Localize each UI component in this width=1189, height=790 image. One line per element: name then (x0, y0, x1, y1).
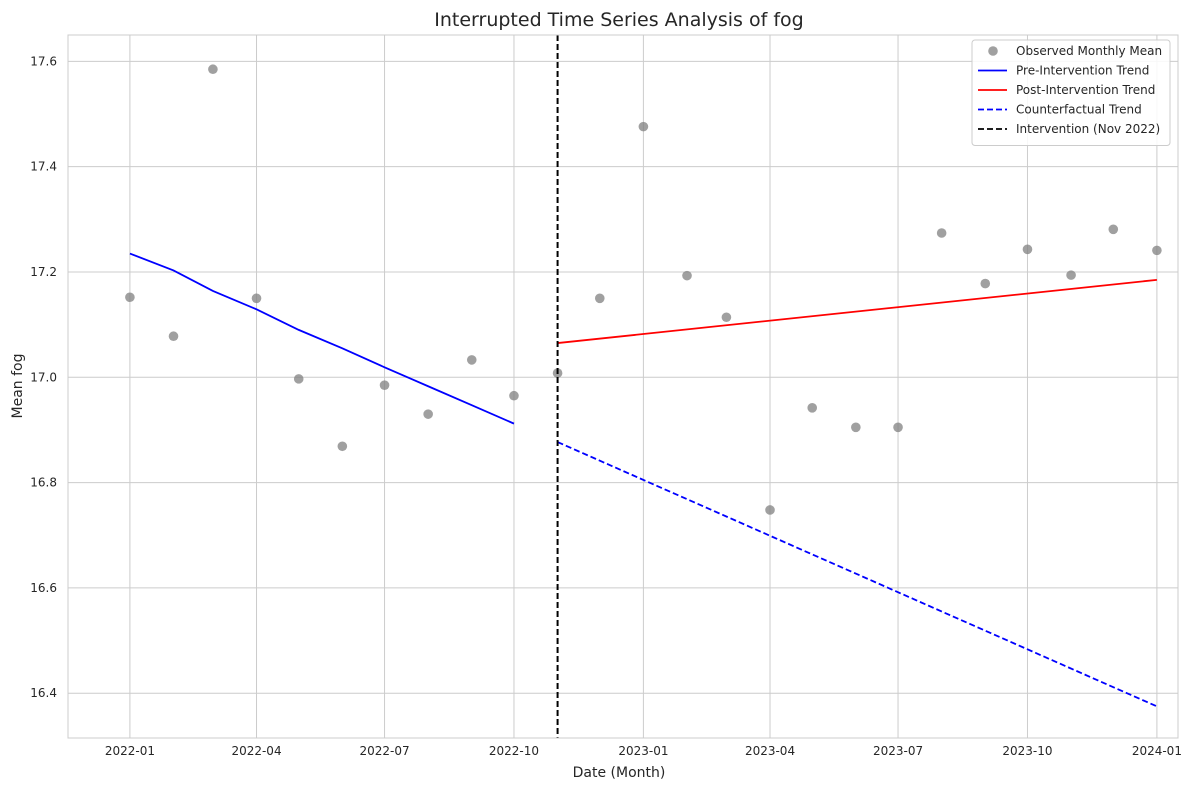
observed-point (125, 292, 135, 303)
observed-point (379, 380, 390, 390)
observed-point (638, 121, 649, 132)
observed-point (466, 355, 477, 365)
observed-point (208, 64, 218, 75)
y-tick-label: 17.2 (30, 265, 57, 279)
y-tick-label: 16.6 (30, 581, 57, 595)
observed-point (721, 312, 732, 323)
legend-label: Observed Monthly Mean (1016, 44, 1162, 58)
observed-point (893, 422, 903, 433)
y-tick-label: 17.4 (30, 160, 57, 174)
observed-point (337, 441, 348, 452)
observed-point (807, 403, 818, 413)
observed-point (765, 505, 775, 515)
legend-label: Intervention (Nov 2022) (1016, 122, 1160, 136)
observed-point (1066, 270, 1076, 280)
x-axis-label: Date (Month) (573, 765, 666, 781)
legend-swatch (988, 46, 998, 56)
counterfactual-trend-line (557, 441, 1158, 708)
legend-label: Pre-Intervention Trend (1016, 64, 1149, 78)
x-tick-label: 2022-10 (489, 744, 539, 758)
observed-point (251, 293, 262, 304)
observed-point (682, 270, 692, 281)
y-tick-label: 17.0 (30, 370, 57, 384)
x-tick-label: 2023-10 (1002, 744, 1052, 758)
post-intervention-trend-line (557, 278, 1157, 344)
observed-point (936, 228, 947, 238)
observed-point (509, 390, 519, 401)
observed-point (423, 409, 433, 419)
x-tick-label: 2024-01 (1132, 744, 1182, 758)
observed-point (851, 422, 861, 433)
legend-label: Post-Intervention Trend (1016, 83, 1155, 97)
observed-point (293, 374, 304, 384)
observed-point (594, 293, 605, 304)
observed-point (1108, 224, 1119, 235)
plot-area (125, 35, 1162, 738)
y-tick-label: 17.6 (30, 54, 57, 68)
legend: Observed Monthly Mean Pre-Intervention Tr… (971, 39, 1171, 146)
plot-frame (67, 34, 1179, 739)
x-tick-label: 2023-07 (873, 744, 923, 758)
grid (68, 35, 1178, 738)
x-tick-label: 2023-01 (618, 744, 668, 758)
x-tick-label: 2022-04 (231, 744, 281, 758)
y-tick-label: 16.8 (30, 476, 57, 490)
observed-point (1152, 245, 1162, 256)
chart-title: Interrupted Time Series Analysis of fog (434, 9, 803, 31)
x-tick-label: 2022-07 (359, 744, 409, 758)
pre-intervention-trend-line (129, 252, 515, 425)
observed-point (980, 278, 991, 289)
legend-box (971, 39, 1171, 146)
y-axis-label: Mean fog (10, 354, 26, 419)
x-tick-label: 2022-01 (105, 744, 155, 758)
x-tick-label: 2023-04 (745, 744, 795, 758)
x-tick-labels: 2022-01 2022-04 2022-07 2022-10 2023-01 2023-… (105, 744, 1182, 758)
observed-point (168, 331, 179, 342)
y-tick-label: 16.4 (30, 686, 57, 700)
y-tick-labels: 16.4 16.6 16.8 17.0 17.2 17.4 17.6 (30, 54, 57, 700)
legend-label: Counterfactual Trend (1016, 103, 1142, 117)
observed-point (1022, 244, 1033, 255)
